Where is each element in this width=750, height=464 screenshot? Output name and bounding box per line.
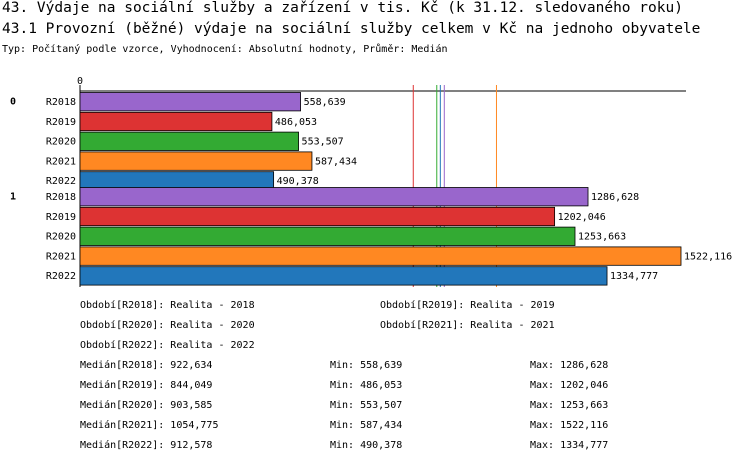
series-label-0-r2020: R2020 xyxy=(46,137,76,148)
bar-0-r2020 xyxy=(79,131,299,151)
median-r2020: Medián[R2020]: 903,585 xyxy=(80,400,213,411)
legend-period-r2021: Období[R2021]: Realita - 2021 xyxy=(380,320,555,331)
series-label-1-r2022: R2022 xyxy=(46,271,76,282)
max-r2018: Max: 1286,628 xyxy=(530,360,609,371)
series-label-1-r2019: R2019 xyxy=(46,212,76,223)
max-r2020: Max: 1253,663 xyxy=(530,400,609,411)
legend-period-r2020: Období[R2020]: Realita - 2020 xyxy=(80,320,255,331)
series-label-1-r2020: R2020 xyxy=(46,232,76,243)
value-label-1-r2021: 1522,116 xyxy=(684,251,732,262)
group-label-1: 1 xyxy=(10,192,16,203)
value-label-0-r2019: 486,053 xyxy=(275,117,317,128)
value-label-0-r2018: 558,639 xyxy=(304,97,346,108)
bar-1-r2021 xyxy=(79,246,682,266)
series-label-0-r2021: R2021 xyxy=(46,156,76,167)
chart-title: 43. Výdaje na sociální služby a zařízení… xyxy=(2,0,683,16)
min-r2019: Min: 486,053 xyxy=(330,380,403,391)
bar-0-r2021 xyxy=(79,151,313,171)
min-r2021: Min: 587,434 xyxy=(330,420,403,431)
min-r2018: Min: 558,639 xyxy=(330,360,403,371)
value-label-1-r2019: 1202,046 xyxy=(558,212,606,223)
group-label-0: 0 xyxy=(10,97,16,108)
bar-1-r2018 xyxy=(79,187,589,207)
median-r2019: Medián[R2019]: 844,049 xyxy=(80,380,213,391)
median-r2021: Medián[R2021]: 1054,775 xyxy=(80,420,219,431)
bar-0-r2018 xyxy=(79,92,301,112)
chart-subtitle: 43.1 Provozní (běžné) výdaje na sociální… xyxy=(2,21,701,37)
bar-1-r2022 xyxy=(79,266,608,286)
max-r2021: Max: 1522,116 xyxy=(530,420,609,431)
series-label-1-r2021: R2021 xyxy=(46,251,76,262)
bar-0-r2019 xyxy=(79,111,273,132)
value-label-0-r2021: 587,434 xyxy=(315,156,357,167)
bar-1-r2019 xyxy=(79,206,556,227)
value-label-0-r2022: 490,378 xyxy=(277,176,319,187)
min-r2020: Min: 553,507 xyxy=(330,400,403,411)
bar-1-r2020 xyxy=(79,226,576,246)
x-axis-zero-label: 0 xyxy=(77,76,83,87)
chart-type-line: Typ: Počítaný podle vzorce, Vyhodnocení:… xyxy=(2,44,448,55)
legend-period-r2022: Období[R2022]: Realita - 2022 xyxy=(80,340,255,351)
legend-period-r2019: Období[R2019]: Realita - 2019 xyxy=(380,300,555,311)
max-r2022: Max: 1334,777 xyxy=(530,440,609,451)
value-label-0-r2020: 553,507 xyxy=(302,137,344,148)
series-label-0-r2022: R2022 xyxy=(46,176,76,187)
value-label-1-r2018: 1286,628 xyxy=(591,192,639,203)
series-label-1-r2018: R2018 xyxy=(46,192,76,203)
max-r2019: Max: 1202,046 xyxy=(530,380,609,391)
series-label-0-r2018: R2018 xyxy=(46,97,76,108)
min-r2022: Min: 490,378 xyxy=(330,440,403,451)
legend-period-r2018: Období[R2018]: Realita - 2018 xyxy=(80,300,255,311)
median-r2022: Medián[R2022]: 912,578 xyxy=(80,440,213,451)
median-r2018: Medián[R2018]: 922,634 xyxy=(80,360,213,371)
value-label-1-r2020: 1253,663 xyxy=(578,232,626,243)
series-label-0-r2019: R2019 xyxy=(46,117,76,128)
value-label-1-r2022: 1334,777 xyxy=(610,271,658,282)
